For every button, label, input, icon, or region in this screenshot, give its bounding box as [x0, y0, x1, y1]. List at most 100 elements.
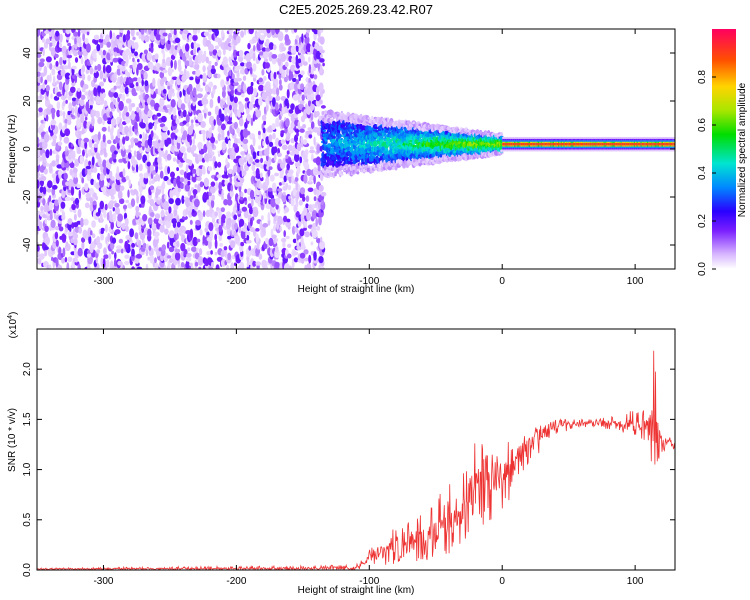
spectrogram-cell	[154, 257, 157, 264]
spectrogram-cell	[241, 206, 248, 212]
spectrogram-cell	[183, 30, 189, 34]
spectrogram-cell	[82, 32, 85, 42]
spectrogram-cell	[130, 198, 136, 208]
spectrogram-cell	[106, 107, 110, 112]
spectrogram-cell	[214, 233, 218, 241]
spectrogram-cell	[91, 156, 95, 166]
spectrogram-cell	[275, 245, 279, 253]
spectrogram-cell	[111, 237, 117, 244]
spectrogram-cell	[104, 100, 108, 108]
spectrogram-cell	[65, 145, 68, 152]
spectrogram-cell	[211, 261, 214, 268]
spectrogram-cell	[225, 211, 232, 219]
spectrogram-cell	[115, 248, 122, 254]
spectrogram-cell	[113, 92, 119, 99]
spectrogram-cell	[173, 48, 177, 57]
spectrogram-cell	[40, 123, 46, 129]
spectrogram-cell	[74, 197, 80, 205]
spectrogram-cell	[306, 212, 312, 221]
spectrogram-cell	[116, 166, 120, 175]
spectrogram-cell	[220, 29, 225, 38]
spectrogram-cell	[248, 157, 254, 162]
spectrogram-cell	[320, 105, 326, 109]
spectrogram-cell	[201, 129, 206, 135]
spectrogram-cell	[37, 29, 41, 37]
spectrogram-cell	[61, 45, 67, 54]
spectrogram-cell	[254, 159, 260, 163]
spectrogram-cell	[255, 233, 259, 243]
spectrogram-cell	[180, 262, 185, 268]
spectrogram-cell	[125, 69, 128, 77]
spectrogram-cell	[172, 157, 177, 162]
spectrogram-cell	[290, 103, 295, 111]
spectrogram-cell	[152, 77, 156, 88]
spectrogram-cell	[217, 95, 221, 104]
spectrogram-cell	[117, 42, 123, 50]
spectrogram-cell	[210, 186, 216, 194]
spectrogram-cell	[286, 88, 290, 99]
spectrogram-cell	[271, 234, 277, 239]
spectrogram-cell	[61, 233, 67, 242]
spectrogram-cell	[177, 64, 182, 73]
spectrogram-cell	[318, 82, 324, 92]
spectrogram-cell	[95, 110, 101, 119]
spectrogram-cell	[280, 53, 287, 62]
spectrogram-cell	[98, 38, 104, 43]
spectrogram-cell	[259, 182, 262, 190]
spectrogram-cell	[197, 112, 204, 123]
spectrogram-cell	[74, 158, 80, 167]
spectrogram-cell	[242, 75, 247, 81]
spectrogram-cell	[69, 162, 75, 169]
spectrogram-cell	[135, 210, 139, 218]
spectrogram-cell	[44, 225, 49, 232]
spectrogram-cell	[48, 201, 54, 211]
spectrogram-cell	[70, 86, 76, 93]
spectrogram-cell	[224, 115, 230, 122]
spectrogram-cell	[137, 212, 141, 216]
spectrogram-cell	[64, 118, 68, 124]
spectrogram-cell	[105, 236, 108, 245]
spectrogram-cell	[286, 68, 289, 76]
spectrogram-cell	[85, 192, 92, 199]
spectrogram-cell	[274, 261, 280, 268]
spectrogram-cell	[196, 93, 203, 99]
spectrogram-cell	[114, 203, 120, 208]
spectrogram-cell	[320, 191, 327, 197]
spectrogram-cell	[133, 42, 139, 50]
spectrogram-cell	[82, 50, 89, 57]
spectrogram-cell	[302, 124, 307, 129]
spectrogram-cell	[300, 70, 305, 76]
spectrogram-cell	[155, 33, 162, 41]
spectrogram-cell	[168, 68, 175, 73]
spectrogram-cell	[139, 134, 143, 139]
spectrogram-cell	[105, 259, 110, 268]
spectrogram-cell	[133, 150, 137, 158]
spectrogram-cell	[294, 176, 299, 182]
spectrogram-cell	[318, 256, 324, 264]
spectrogram-cell	[74, 226, 80, 233]
spectrogram-cell	[148, 245, 152, 251]
spectrogram-cell	[97, 172, 101, 180]
spectrogram-cell	[184, 152, 187, 159]
spectrogram-cell	[72, 99, 77, 107]
spectrogram-cell	[37, 76, 42, 83]
spectrogram-cell	[273, 71, 277, 80]
spectrogram-cell	[124, 217, 129, 226]
spectrogram-cell	[202, 165, 206, 171]
spectrogram-cell	[164, 228, 169, 235]
spectrogram-cell	[44, 246, 49, 251]
spectrogram-cell	[52, 134, 57, 140]
spectrogram-cell	[125, 112, 130, 117]
spectrogram-cell	[281, 237, 287, 243]
spectrogram-cell	[189, 228, 194, 239]
spectrogram-cell	[186, 122, 190, 127]
spectrogram-cell	[88, 89, 92, 97]
spectrogram-cell	[171, 218, 178, 225]
spectrogram-cell	[197, 29, 201, 34]
spectrogram-cell	[76, 88, 82, 99]
spectrogram-cell	[90, 90, 94, 100]
spectrogram-cell	[93, 143, 99, 148]
spectrogram-cell	[139, 122, 146, 129]
spectrogram-cell	[71, 97, 77, 102]
